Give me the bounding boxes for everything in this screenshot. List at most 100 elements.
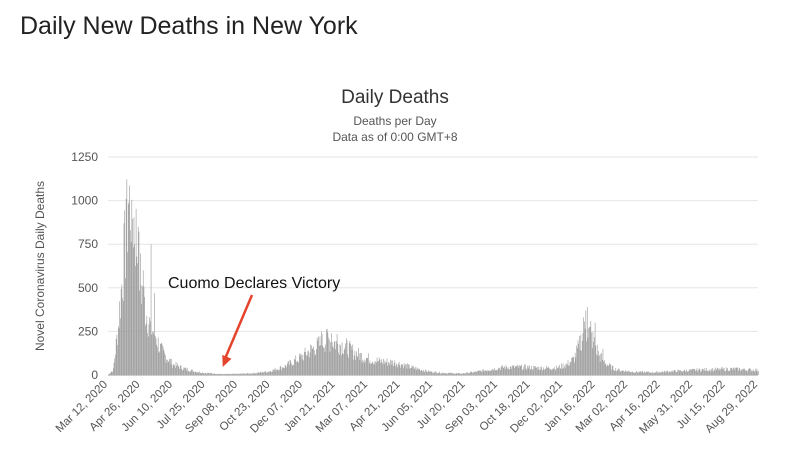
- bar: [457, 373, 459, 375]
- bar: [427, 371, 428, 375]
- bar: [119, 301, 121, 375]
- bar: [271, 371, 273, 375]
- bar: [393, 365, 394, 375]
- bar: [647, 371, 649, 375]
- bar: [491, 370, 493, 375]
- bar: [500, 367, 502, 375]
- bar: [383, 358, 384, 375]
- bar: [216, 373, 217, 375]
- bar: [412, 366, 413, 375]
- bar: [577, 340, 579, 375]
- bar: [493, 370, 495, 375]
- bar: [716, 368, 718, 375]
- bar: [524, 364, 525, 375]
- bar: [545, 368, 547, 375]
- bar: [276, 369, 278, 375]
- bar: [593, 341, 594, 375]
- bar: [321, 334, 323, 375]
- bar: [364, 362, 366, 375]
- bar: [136, 256, 138, 375]
- bar: [460, 373, 462, 375]
- bar: [120, 288, 122, 375]
- bar: [610, 364, 612, 375]
- bar: [215, 374, 217, 375]
- bar: [718, 368, 720, 375]
- bar: [276, 369, 277, 375]
- bar: [293, 364, 294, 375]
- bar: [351, 349, 353, 375]
- bar: [479, 370, 480, 375]
- bar: [192, 371, 194, 375]
- bar: [507, 368, 508, 375]
- bar: [499, 367, 500, 375]
- bar: [591, 332, 592, 375]
- bar: [750, 368, 751, 375]
- bar: [232, 373, 233, 375]
- bar: [257, 373, 259, 375]
- bar: [594, 322, 596, 375]
- bar: [453, 373, 455, 375]
- bar: [301, 354, 302, 375]
- bar: [643, 371, 645, 375]
- bar: [366, 357, 368, 375]
- bar: [688, 369, 690, 375]
- bar: [588, 328, 589, 375]
- bar: [415, 370, 417, 375]
- bar: [187, 368, 188, 375]
- bar: [511, 368, 513, 375]
- bar: [563, 368, 565, 375]
- bar: [318, 345, 320, 375]
- bar: [641, 372, 642, 375]
- bar: [370, 363, 371, 375]
- bar: [586, 306, 588, 375]
- bar: [642, 371, 644, 375]
- bar: [267, 371, 269, 375]
- bar: [754, 371, 756, 375]
- bar: [170, 359, 171, 375]
- bar: [695, 370, 696, 375]
- bar: [742, 369, 743, 375]
- bar: [570, 362, 572, 375]
- bar: [143, 286, 145, 375]
- bar: [245, 373, 247, 375]
- bar: [513, 365, 515, 375]
- bar: [562, 363, 564, 375]
- bar: [336, 334, 338, 375]
- bar: [434, 371, 436, 375]
- bar: [435, 371, 436, 375]
- bar: [280, 365, 282, 375]
- bar: [169, 358, 170, 375]
- bar: [359, 360, 361, 375]
- bar: [549, 368, 551, 375]
- bar: [696, 368, 698, 375]
- bar: [118, 328, 120, 375]
- bar: [272, 369, 274, 375]
- bar: [426, 371, 428, 375]
- bar: [368, 353, 369, 375]
- bar: [480, 370, 481, 375]
- bar: [175, 367, 176, 375]
- bar: [348, 357, 349, 375]
- bar: [291, 363, 292, 375]
- bar: [539, 369, 541, 375]
- bar: [477, 370, 479, 375]
- bar: [514, 367, 515, 375]
- bar: [287, 361, 289, 375]
- bar: [307, 351, 309, 375]
- bar: [121, 284, 123, 375]
- bar: [505, 364, 507, 375]
- bar: [238, 373, 240, 375]
- bar: [441, 373, 443, 375]
- bar: [140, 285, 142, 375]
- bar: [679, 371, 681, 375]
- bar: [542, 370, 543, 375]
- bar: [356, 351, 357, 375]
- bar: [676, 372, 678, 375]
- bar: [698, 370, 699, 375]
- bar: [271, 372, 272, 375]
- bar: [472, 372, 473, 375]
- bar: [398, 363, 399, 375]
- bar: [440, 373, 442, 375]
- bar: [725, 367, 727, 375]
